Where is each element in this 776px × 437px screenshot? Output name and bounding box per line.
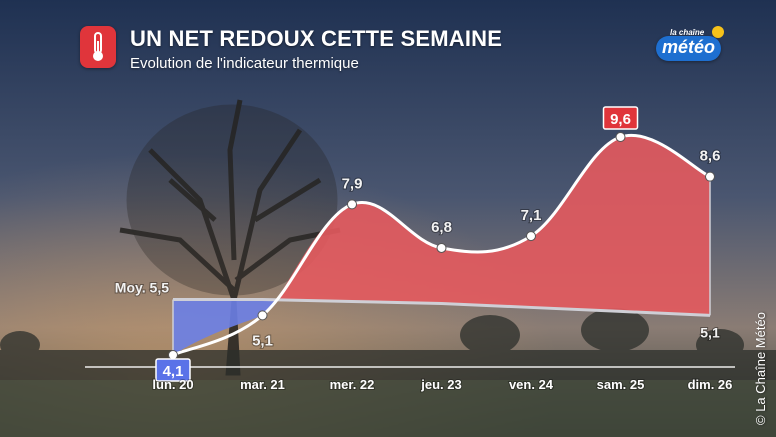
- x-tick-label: dim. 26: [688, 377, 733, 392]
- distant-trees: [0, 308, 776, 380]
- value-label: 7,1: [521, 207, 542, 224]
- average-end-label: 5,1: [700, 324, 720, 340]
- value-label: 7,9: [342, 175, 363, 192]
- average-start-label: Moy. 5,5: [115, 280, 169, 296]
- average-line: [173, 298, 711, 317]
- data-point-jeu23: [436, 242, 447, 253]
- value-label: 6,8: [431, 219, 452, 236]
- x-tick-label: mar. 21: [240, 377, 285, 392]
- value-label: 9,6: [610, 111, 631, 128]
- x-tick-label: jeu. 23: [420, 377, 461, 392]
- value-label: 4,1: [163, 363, 184, 380]
- header: UN NET REDOUX CETTE SEMAINE Evolution de…: [80, 26, 502, 74]
- thermometer-icon: [80, 26, 116, 68]
- data-point-mar21: [257, 310, 268, 321]
- min-value-badge: [155, 358, 191, 382]
- logo-main-text: météo: [656, 36, 722, 61]
- chart-subtitle: Evolution de l'indicateur thermique: [130, 55, 359, 72]
- data-point-lun20: [168, 350, 178, 360]
- chart-title: UN NET REDOUX CETTE SEMAINE: [130, 26, 503, 51]
- copyright-note: © La Chaîne Météo: [753, 312, 768, 425]
- data-point-dim26: [705, 171, 715, 182]
- above-average-area: [276, 135, 710, 316]
- x-tick-label: sam. 25: [597, 377, 645, 392]
- brand-logo: la chaîne météo: [654, 24, 726, 68]
- x-tick-label: mer. 22: [330, 377, 375, 392]
- value-label: 5,1: [252, 332, 273, 349]
- logo-small-text: la chaîne: [670, 28, 705, 37]
- below-average-area: [173, 299, 276, 355]
- value-label: 8,6: [700, 148, 721, 165]
- x-tick-label: lun. 20: [152, 377, 193, 392]
- data-point-ven24: [526, 231, 536, 242]
- sun-icon: [712, 26, 724, 38]
- data-point-sam25: [615, 132, 626, 142]
- max-value-badge: [602, 106, 639, 130]
- x-tick-label: ven. 24: [509, 377, 554, 392]
- data-point-mer22: [347, 199, 357, 210]
